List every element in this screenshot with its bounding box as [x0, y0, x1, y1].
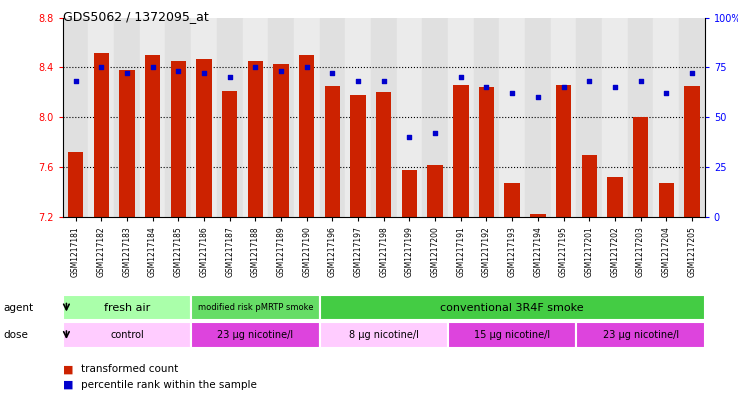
Point: [249, 64, 261, 71]
Bar: [345, 18, 371, 217]
Bar: [217, 18, 243, 217]
Bar: [376, 92, 391, 217]
Bar: [530, 215, 545, 217]
Bar: [633, 117, 648, 217]
Bar: [607, 177, 623, 217]
Bar: [170, 61, 186, 217]
Text: modified risk pMRTP smoke: modified risk pMRTP smoke: [198, 303, 313, 312]
Bar: [427, 165, 443, 217]
Bar: [576, 18, 602, 217]
Bar: [299, 55, 314, 217]
Bar: [401, 170, 417, 217]
Text: percentile rank within the sample: percentile rank within the sample: [81, 380, 257, 390]
Bar: [505, 183, 520, 217]
Bar: [243, 18, 268, 217]
Bar: [525, 18, 551, 217]
Text: control: control: [110, 330, 144, 340]
Text: 15 μg nicotine/l: 15 μg nicotine/l: [474, 330, 551, 340]
Bar: [684, 86, 700, 217]
Bar: [448, 18, 474, 217]
Bar: [89, 18, 114, 217]
Bar: [658, 183, 674, 217]
Bar: [320, 295, 705, 320]
Bar: [191, 322, 320, 348]
Bar: [500, 18, 525, 217]
Bar: [448, 322, 576, 348]
Text: ■: ■: [63, 364, 77, 375]
Bar: [653, 18, 679, 217]
Point: [301, 64, 313, 71]
Bar: [165, 18, 191, 217]
Bar: [371, 18, 396, 217]
Point: [121, 70, 133, 77]
Point: [404, 134, 415, 140]
Point: [147, 64, 159, 71]
Text: dose: dose: [4, 330, 29, 340]
Point: [95, 64, 107, 71]
Bar: [679, 18, 705, 217]
Text: transformed count: transformed count: [81, 364, 179, 375]
Bar: [222, 91, 238, 217]
Point: [661, 90, 672, 97]
Bar: [120, 70, 134, 217]
Bar: [139, 18, 165, 217]
Point: [173, 68, 184, 75]
Text: conventional 3R4F smoke: conventional 3R4F smoke: [441, 303, 584, 312]
Point: [430, 130, 441, 136]
Bar: [396, 18, 422, 217]
Text: 8 μg nicotine/l: 8 μg nicotine/l: [349, 330, 418, 340]
Text: 23 μg nicotine/l: 23 μg nicotine/l: [217, 330, 294, 340]
Point: [532, 94, 544, 101]
Text: agent: agent: [4, 303, 34, 313]
Bar: [479, 87, 494, 217]
Point: [352, 78, 364, 84]
Point: [558, 84, 570, 90]
Bar: [556, 85, 571, 217]
Bar: [68, 152, 83, 217]
Point: [224, 74, 235, 81]
Bar: [191, 18, 217, 217]
Bar: [63, 322, 191, 348]
Point: [609, 84, 621, 90]
Point: [378, 78, 390, 84]
Point: [635, 78, 646, 84]
Text: GDS5062 / 1372095_at: GDS5062 / 1372095_at: [63, 10, 208, 23]
Bar: [196, 59, 212, 217]
Text: fresh air: fresh air: [104, 303, 150, 312]
Point: [686, 70, 698, 77]
Point: [455, 74, 466, 81]
Bar: [273, 64, 289, 217]
Point: [583, 78, 595, 84]
Bar: [422, 18, 448, 217]
Bar: [191, 295, 320, 320]
Bar: [63, 295, 191, 320]
Bar: [114, 18, 139, 217]
Bar: [325, 86, 340, 217]
Bar: [94, 53, 109, 217]
Point: [506, 90, 518, 97]
Bar: [145, 55, 160, 217]
Bar: [248, 61, 263, 217]
Bar: [453, 85, 469, 217]
Bar: [602, 18, 628, 217]
Bar: [351, 95, 366, 217]
Bar: [576, 322, 705, 348]
Text: ■: ■: [63, 380, 77, 390]
Point: [69, 78, 81, 84]
Point: [275, 68, 287, 75]
Bar: [320, 322, 448, 348]
Bar: [474, 18, 500, 217]
Bar: [268, 18, 294, 217]
Bar: [320, 18, 345, 217]
Bar: [551, 18, 576, 217]
Bar: [294, 18, 320, 217]
Point: [326, 70, 338, 77]
Text: 23 μg nicotine/l: 23 μg nicotine/l: [602, 330, 679, 340]
Bar: [63, 18, 89, 217]
Bar: [582, 155, 597, 217]
Point: [198, 70, 210, 77]
Bar: [628, 18, 653, 217]
Point: [480, 84, 492, 90]
